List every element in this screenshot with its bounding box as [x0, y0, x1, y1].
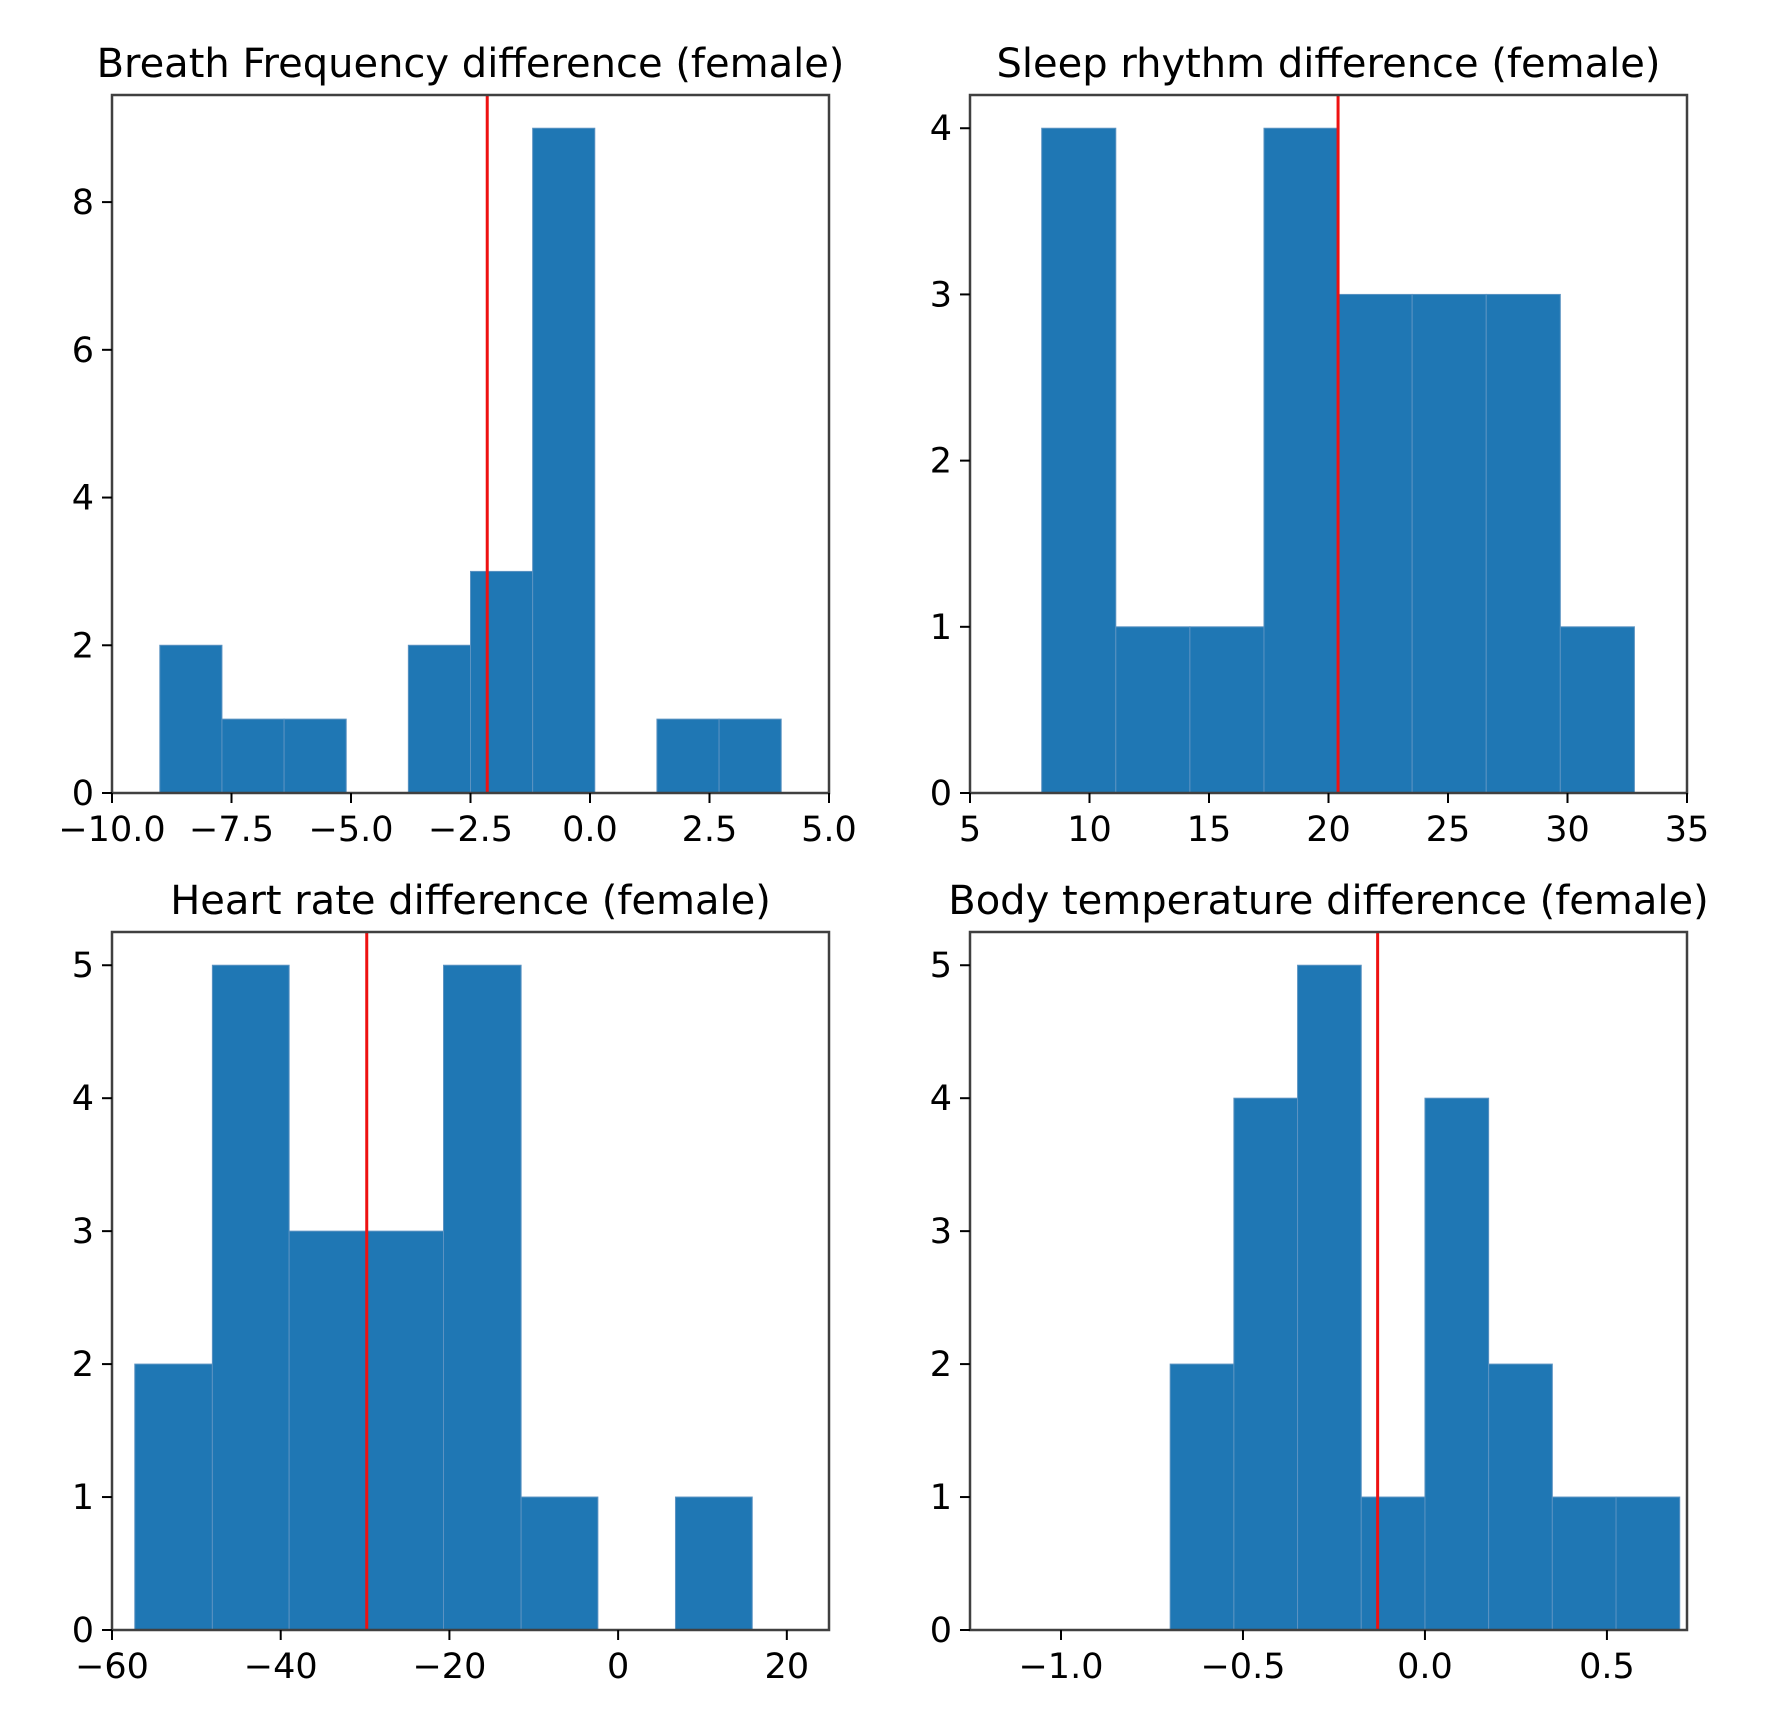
histogram-bar	[283, 718, 347, 794]
y-tick-label: 3	[930, 275, 952, 315]
histogram-bar	[1360, 1496, 1426, 1631]
x-tick-label: −0.5	[1200, 1647, 1285, 1687]
x-tick-label: −2.5	[428, 810, 513, 850]
y-tick-label: 0	[72, 1611, 94, 1651]
x-tick-label: 10	[1067, 810, 1112, 850]
y-tick-label: 2	[930, 1345, 952, 1385]
panel-sleep-rhythm: Sleep rhythm difference (female)5 10 15 20 2…	[930, 41, 1710, 850]
histogram-bar	[718, 718, 782, 794]
histogram-bar	[1263, 127, 1339, 794]
x-tick-label: 0.5	[1579, 1647, 1635, 1687]
histogram-bar	[211, 964, 290, 1631]
x-tick-label: 2.5	[682, 810, 738, 850]
y-tick-label: 4	[930, 1079, 952, 1119]
histogram-bar	[221, 718, 285, 794]
y-tick-label: 5	[72, 946, 94, 986]
x-tick-label: −60	[75, 1647, 149, 1687]
histogram-bar	[366, 1230, 445, 1631]
histogram-bar	[1041, 127, 1117, 794]
y-tick-label: 6	[72, 331, 94, 371]
x-tick-label: 5	[959, 810, 981, 850]
histogram-bar	[1169, 1363, 1235, 1631]
x-tick-label: 15	[1187, 810, 1232, 850]
chart-title: Body temperature difference (female)	[948, 878, 1708, 924]
histogram-bar	[1337, 293, 1413, 794]
histogram-bar	[470, 570, 534, 794]
histogram-bar	[443, 964, 522, 1631]
histogram-bar	[1424, 1097, 1490, 1631]
y-tick-label: 4	[72, 479, 94, 519]
x-tick-label: −7.5	[189, 810, 274, 850]
histogram-bar	[520, 1496, 599, 1631]
x-tick-label: −20	[412, 1647, 486, 1687]
x-tick-label: −40	[244, 1647, 318, 1687]
y-tick-label: 0	[72, 774, 94, 814]
histogram-bar	[1189, 626, 1265, 794]
histogram-bar	[532, 127, 596, 794]
y-tick-label: 2	[72, 1345, 94, 1385]
histogram-bar	[656, 718, 720, 794]
x-tick-label: −10.0	[58, 810, 165, 850]
chart-title: Heart rate difference (female)	[170, 878, 771, 924]
axes-frame	[110, 930, 831, 1632]
histogram-bar	[134, 1363, 213, 1631]
histogram-bar	[674, 1496, 753, 1631]
panel-breath-frequency: Breath Frequency difference (female) −10.…	[58, 41, 856, 850]
histogram-bar	[1485, 293, 1561, 794]
x-tick-label: 5.0	[801, 810, 857, 850]
y-tick-label: 1	[930, 608, 952, 648]
x-tick-label: 30	[1545, 810, 1590, 850]
panel-heart-rate: Heart rate difference (female) −60 −40 −20 0…	[72, 878, 831, 1687]
panel-body-temperature: Body temperature difference (female) −1.0…	[930, 878, 1709, 1687]
histogram-bar	[1488, 1363, 1553, 1631]
x-tick-label: 20	[1306, 810, 1351, 850]
histogram-bar	[1559, 626, 1635, 794]
y-tick-label: 3	[930, 1212, 952, 1252]
x-tick-label: −5.0	[309, 810, 394, 850]
x-tick-label: 25	[1426, 810, 1471, 850]
y-tick-label: 8	[72, 183, 94, 223]
histogram-bar	[1115, 626, 1191, 794]
y-tick-label: 0	[930, 774, 952, 814]
chart-title: Breath Frequency difference (female)	[97, 41, 845, 87]
y-tick-label: 5	[930, 946, 952, 986]
histogram-bar	[159, 644, 223, 794]
x-tick-label: 0	[607, 1647, 629, 1687]
x-tick-label: −1.0	[1018, 1647, 1103, 1687]
axes-frame	[968, 930, 1689, 1632]
histogram-bar	[1551, 1496, 1617, 1631]
histogram-bar	[1233, 1097, 1299, 1631]
y-tick-label: 4	[930, 109, 952, 149]
histogram-bar	[1615, 1496, 1681, 1631]
histogram-bar	[1297, 964, 1362, 1631]
chart-title: Sleep rhythm difference (female)	[997, 41, 1661, 87]
y-tick-label: 2	[72, 626, 94, 666]
y-tick-label: 0	[930, 1611, 952, 1651]
x-tick-label: 35	[1665, 810, 1710, 850]
y-tick-label: 1	[72, 1478, 94, 1518]
histogram-bar	[407, 644, 471, 794]
y-tick-label: 4	[72, 1079, 94, 1119]
y-tick-label: 1	[930, 1478, 952, 1518]
histogram-bar	[288, 1230, 368, 1631]
x-tick-label: 0.0	[562, 810, 618, 850]
y-tick-label: 3	[72, 1212, 94, 1252]
x-tick-label: 0.0	[1397, 1647, 1453, 1687]
histogram-bar	[1411, 293, 1487, 794]
x-tick-label: 20	[765, 1647, 810, 1687]
y-tick-label: 2	[930, 442, 952, 482]
